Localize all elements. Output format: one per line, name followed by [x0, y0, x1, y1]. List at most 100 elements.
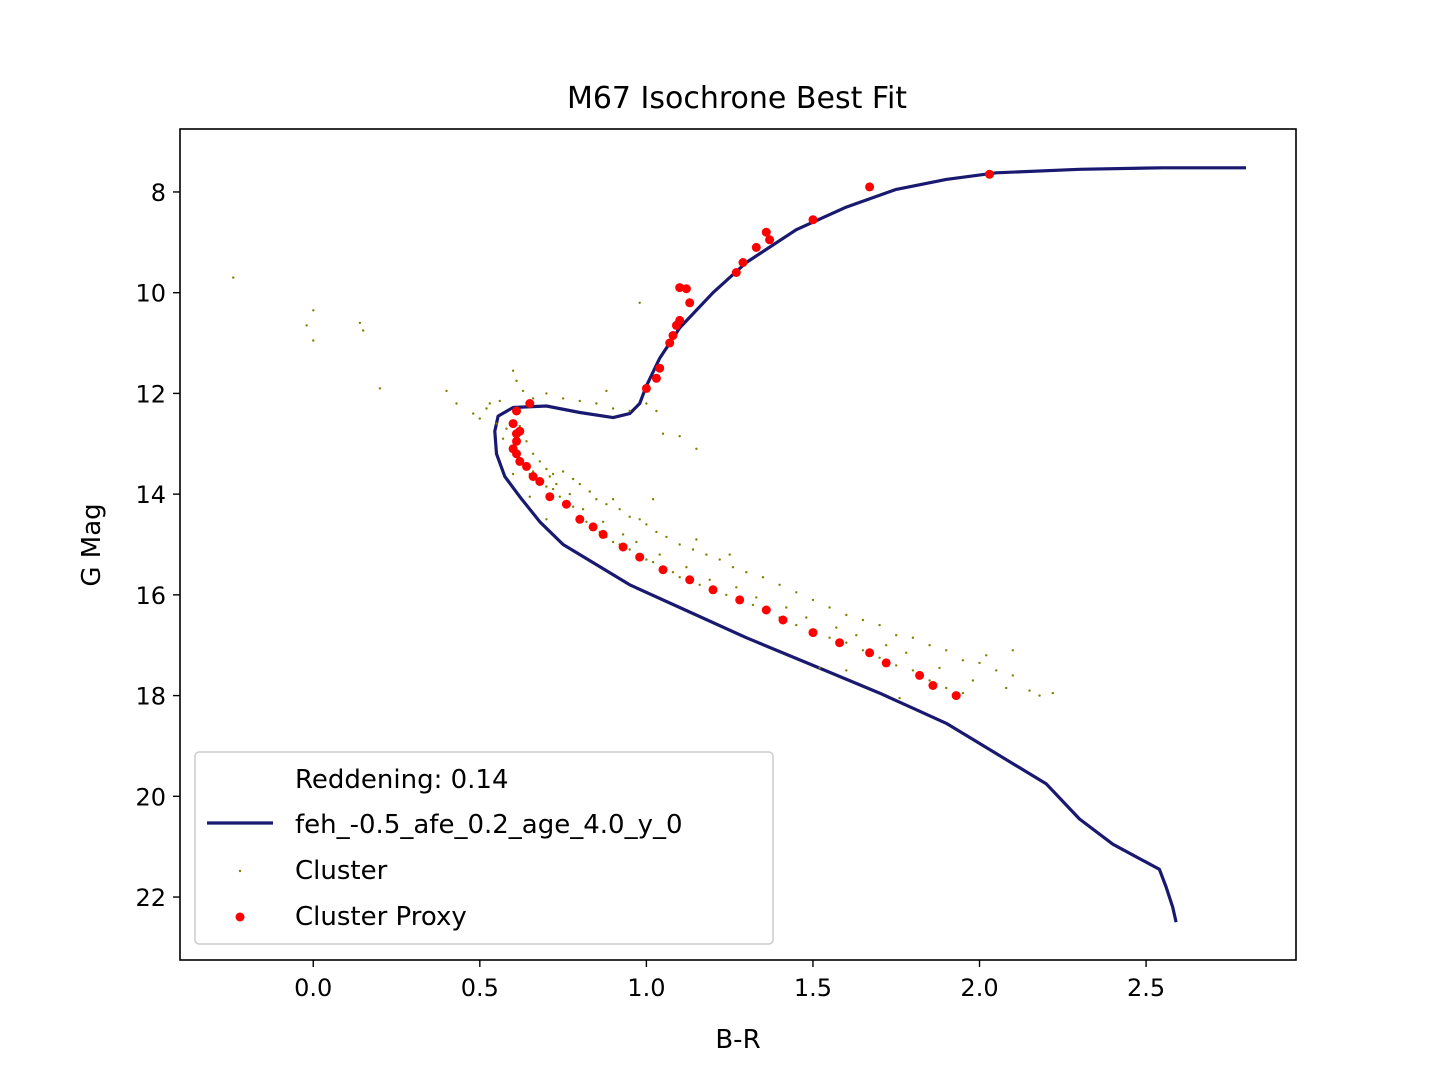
- cluster-point: [655, 530, 658, 534]
- cluster-point: [1005, 686, 1008, 690]
- cluster-point: [995, 669, 998, 672]
- cluster-point: [505, 427, 508, 430]
- cluster-proxy-point: [512, 436, 521, 446]
- cluster-point: [628, 409, 631, 413]
- cluster-point: [805, 616, 808, 619]
- plot-frame: [179, 128, 1297, 961]
- cluster-point: [611, 540, 615, 544]
- cluster-proxy-point: [778, 615, 788, 625]
- cluster-proxy-point: [635, 552, 645, 562]
- cluster-point: [595, 402, 598, 405]
- cluster-point: [1038, 694, 1041, 697]
- cluster-point: [938, 666, 941, 670]
- x-tick-label: 1.0: [627, 974, 665, 1002]
- y-tick-label: 16: [135, 582, 166, 610]
- cluster-point: [628, 548, 631, 551]
- cluster-proxy-point: [928, 681, 938, 690]
- cluster-point: [571, 477, 575, 481]
- y-tick-label: 20: [135, 783, 166, 811]
- cluster-point: [845, 669, 848, 672]
- cluster-point: [645, 558, 648, 561]
- cluster-proxy-point: [618, 542, 628, 552]
- cluster-point: [588, 490, 591, 493]
- cluster-point: [455, 402, 458, 405]
- y-tick-label: 18: [135, 683, 166, 711]
- cluster-point: [561, 397, 565, 400]
- cluster-point: [691, 548, 695, 551]
- cluster-point: [778, 583, 781, 586]
- cluster-point: [885, 644, 888, 647]
- cluster-point: [985, 654, 988, 657]
- cluster-point: [845, 641, 848, 644]
- legend-proxy-swatch: [235, 912, 245, 922]
- cluster-point: [601, 520, 605, 523]
- cluster-point: [928, 679, 931, 682]
- cluster-point: [905, 651, 908, 654]
- cluster-point: [878, 623, 881, 627]
- cluster-point: [578, 399, 581, 403]
- cluster-point: [685, 566, 688, 569]
- cluster-point: [785, 606, 788, 609]
- cluster-point: [545, 485, 548, 488]
- cluster-point: [488, 402, 491, 405]
- cluster-point: [1051, 691, 1055, 695]
- cluster-proxy-point: [665, 338, 675, 348]
- cluster-point: [795, 623, 798, 627]
- cluster-point: [638, 518, 641, 521]
- cluster-proxy-point: [512, 449, 521, 459]
- cluster-point: [312, 309, 315, 312]
- cluster-point: [521, 389, 525, 393]
- cluster-point: [585, 520, 588, 523]
- cluster-point: [558, 495, 561, 498]
- cluster-point: [745, 571, 748, 574]
- chart-title: M67 Isochrone Best Fit: [567, 81, 907, 116]
- cluster-point: [495, 422, 498, 425]
- cluster-point: [961, 691, 965, 695]
- cluster-point: [678, 435, 681, 438]
- cluster-proxy-point: [951, 691, 961, 701]
- cluster-point: [545, 518, 548, 521]
- cluster-point: [568, 492, 571, 496]
- cluster-point: [605, 503, 608, 506]
- x-tick-label: 0.5: [461, 974, 499, 1002]
- cluster-point: [651, 560, 655, 564]
- cluster-point: [705, 553, 708, 556]
- isochrone-line: [493, 166, 1246, 923]
- cluster-proxy-point: [765, 235, 775, 245]
- cluster-point: [895, 664, 898, 667]
- cluster-proxy-point: [561, 499, 571, 509]
- cluster-point: [751, 603, 755, 607]
- cluster-proxy-point: [671, 320, 681, 330]
- cluster-point: [1028, 689, 1031, 692]
- cluster-point: [1011, 674, 1014, 677]
- legend-entry-isochrone: feh_-0.5_afe_0.2_age_4.0_y_0: [295, 810, 683, 840]
- cluster-point: [628, 515, 631, 518]
- cluster-point: [445, 389, 448, 393]
- cluster-point: [911, 669, 915, 672]
- cluster-point: [695, 447, 698, 450]
- cluster-proxy-point: [675, 283, 685, 293]
- cluster-proxy-point: [535, 477, 545, 486]
- cluster-proxy-point: [641, 383, 651, 393]
- y-tick-label: 10: [135, 280, 166, 308]
- cluster-proxy-point: [512, 406, 521, 416]
- x-tick-label: 0.0: [294, 974, 332, 1002]
- cluster-point: [561, 470, 565, 473]
- cluster-point: [232, 276, 235, 279]
- cluster-point: [728, 553, 731, 556]
- cluster-point: [621, 533, 625, 536]
- cluster-point: [551, 472, 555, 476]
- cluster-proxy-point: [545, 492, 555, 502]
- cluster-point: [718, 558, 721, 561]
- cluster-point: [795, 591, 798, 594]
- cluster-point: [861, 618, 865, 622]
- cluster-point: [531, 452, 535, 455]
- cluster-point: [1011, 649, 1014, 652]
- cluster-point: [855, 634, 858, 637]
- cluster-point: [735, 586, 738, 589]
- cluster-point: [485, 407, 488, 410]
- cluster-proxy-point: [528, 472, 538, 481]
- cluster-point: [661, 432, 665, 435]
- cluster-point: [928, 644, 931, 647]
- cluster-point: [378, 387, 382, 390]
